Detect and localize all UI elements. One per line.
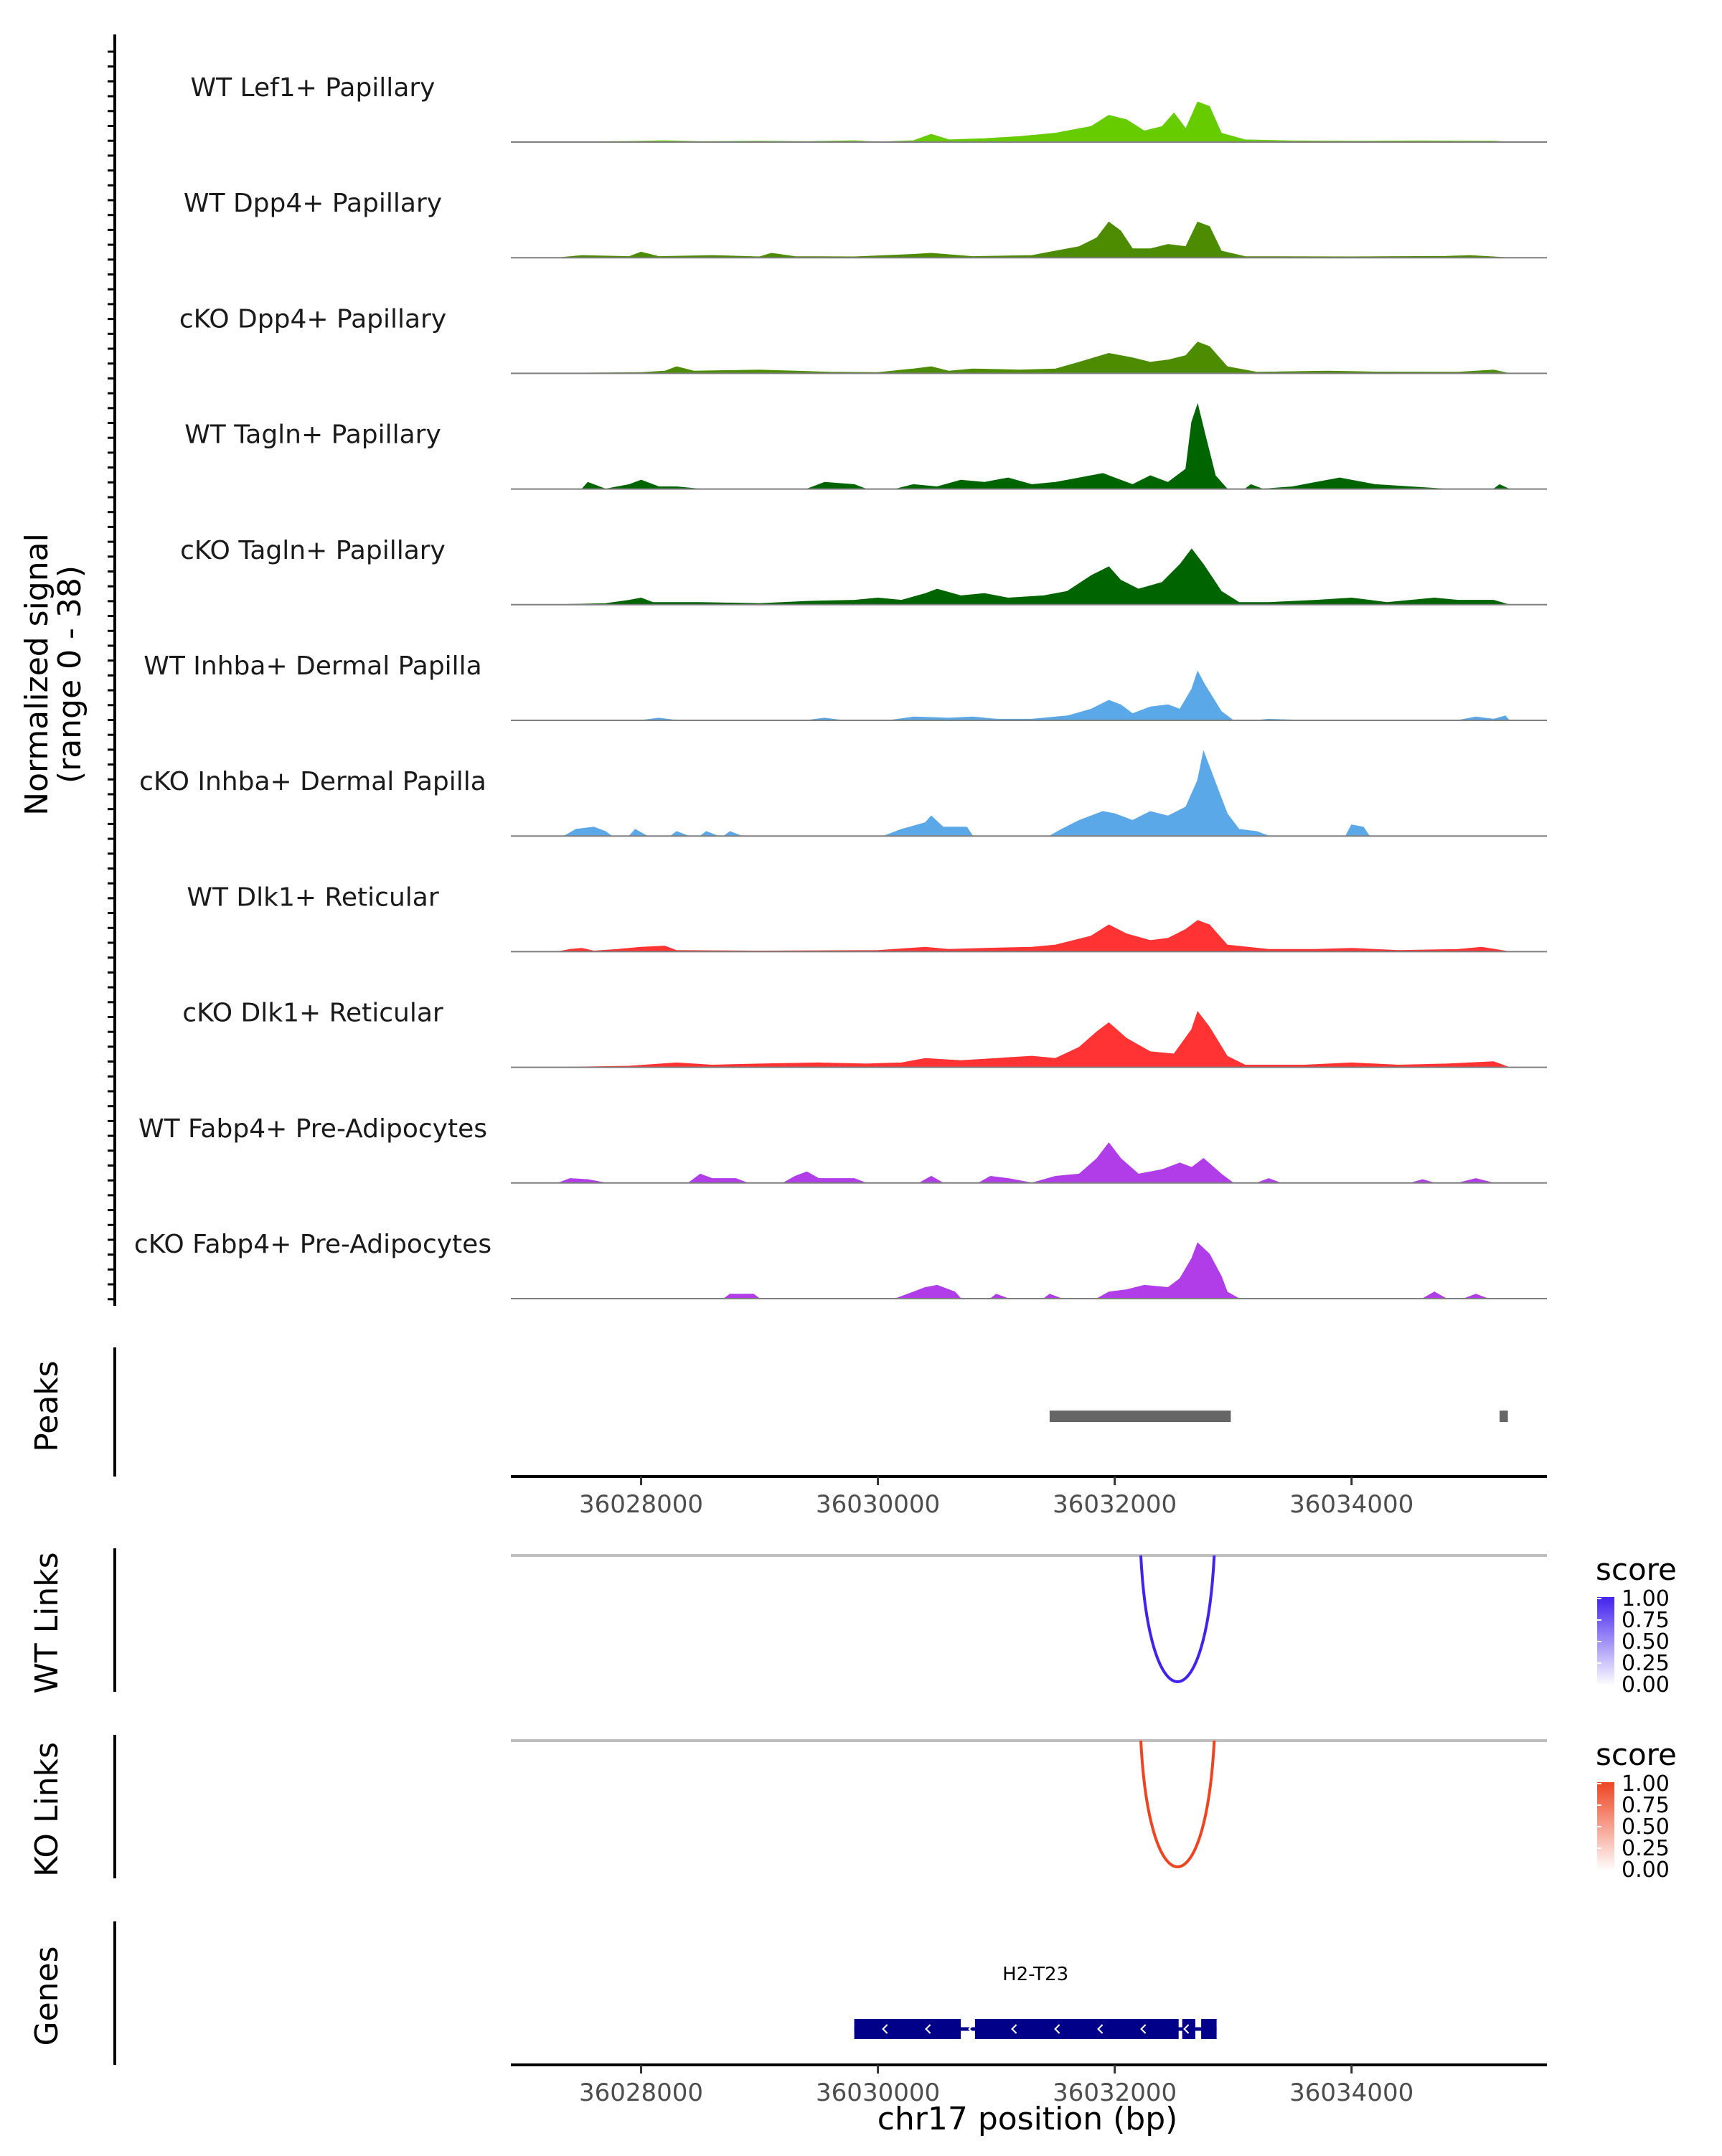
ko-score-legend: score 1.000.750.500.250.00 (1596, 1737, 1677, 1883)
x-axis-title: chr17 position (bp) (878, 2101, 1178, 2137)
strand-arrow (1183, 2024, 1190, 2034)
track-area (558, 403, 1510, 490)
ko-links-title-group: KO Links (29, 1742, 65, 1877)
genes-panel-title: Genes (29, 1946, 65, 2046)
track-area (557, 1010, 1510, 1068)
gene-exon (1201, 2019, 1217, 2039)
track-area (558, 750, 1510, 837)
gene-models: H2-T23 (854, 1964, 1217, 2039)
track-label: WT Dlk1+ Reticular (187, 882, 438, 912)
strand-arrow (1140, 2024, 1147, 2034)
coverage-track: WT Lef1+ Papillary (191, 73, 1547, 143)
x-axis-ticks-top: 36028000 36030000 36032000 36034000 (579, 1477, 1413, 1519)
coverage-track: cKO Fabp4+ Pre-Adipocytes (134, 1230, 1547, 1299)
peaks-intervals (1049, 1411, 1508, 1422)
legend-tick-label: 0.75 (1622, 1608, 1670, 1633)
track-label: cKO Dpp4+ Papillary (179, 304, 446, 334)
y-axis-subtitle: (range 0 - 38) (52, 565, 88, 783)
x-tick-label: 36028000 (579, 1490, 703, 1519)
track-area (557, 101, 1510, 143)
legend-tick-label: 0.50 (1622, 1629, 1670, 1654)
wt-links-title-group: WT Links (29, 1552, 65, 1693)
genes-title-group: Genes (29, 1946, 65, 2046)
ko-legend-title: score (1596, 1737, 1677, 1772)
peak-interval (1500, 1411, 1508, 1422)
track-area (557, 920, 1510, 952)
track-label: WT Lef1+ Papillary (191, 73, 436, 103)
peaks-panel-title: Peaks (29, 1360, 65, 1451)
track-label: WT Inhba+ Dermal Papilla (144, 651, 481, 681)
strand-arrow (925, 2024, 931, 2034)
strand-arrow (882, 2024, 888, 2034)
coverage-tracks: WT Lef1+ Papillary WT Dpp4+ Papillary cKO … (134, 73, 1547, 1299)
track-label: WT Fabp4+ Pre-Adipocytes (138, 1114, 487, 1144)
strand-arrow (1097, 2024, 1104, 2034)
track-label: cKO Tagln+ Papillary (180, 536, 446, 565)
track-label: cKO Dlk1+ Reticular (182, 999, 443, 1028)
x-tick-label: 36028000 (579, 2079, 703, 2107)
legend-tick-label: 0.25 (1622, 1836, 1670, 1861)
x-tick-label: 36030000 (816, 1490, 940, 1519)
track-area (557, 342, 1510, 374)
x-axis-ticks-bottom: 36028000 36030000 36032000 36034000 (579, 2065, 1413, 2107)
track-area (557, 1142, 1510, 1184)
track-area (557, 221, 1510, 258)
track-label: WT Dpp4+ Papillary (184, 189, 442, 218)
coverage-track: WT Fabp4+ Pre-Adipocytes (138, 1114, 1547, 1184)
coverage-track: WT Dlk1+ Reticular (187, 882, 1547, 953)
coverage-y-axis-ticks (108, 50, 115, 1301)
legend-tick-label: 0.00 (1622, 1858, 1670, 1883)
legend-tick-label: 0.75 (1622, 1793, 1670, 1818)
legend-tick-label: 0.00 (1622, 1672, 1670, 1698)
x-tick-label: 36034000 (1289, 1490, 1413, 1519)
ko-legend-ticks: 1.000.750.500.250.00 (1597, 1771, 1670, 1883)
gene-exon (974, 2019, 1179, 2039)
x-tick-label: 36032000 (1053, 2079, 1177, 2107)
peak-interval (1049, 1411, 1231, 1422)
gene-exon (854, 2019, 961, 2039)
y-axis-title-group: Normalized signal (range 0 - 38) (19, 533, 88, 816)
gene-model: H2-T23 (854, 1964, 1217, 2039)
track-label: WT Tagln+ Papillary (184, 420, 441, 450)
gene-exon (1182, 2019, 1195, 2039)
coverage-track: cKO Inhba+ Dermal Papilla (139, 750, 1547, 837)
wt-legend-title: score (1596, 1552, 1677, 1587)
track-area (557, 548, 1510, 606)
wt-legend-ticks: 1.000.750.500.250.00 (1597, 1586, 1670, 1698)
strand-arrow (1054, 2024, 1060, 2034)
ko-link-arc (1139, 1740, 1216, 1868)
track-area (558, 670, 1510, 721)
legend-tick-label: 0.25 (1622, 1651, 1670, 1676)
x-tick-label: 36032000 (1053, 1490, 1177, 1519)
legend-tick-label: 1.00 (1622, 1771, 1670, 1797)
wt-links-panel-title: WT Links (29, 1552, 65, 1693)
wt-score-legend: score 1.000.750.500.250.00 (1596, 1552, 1677, 1698)
legend-tick-label: 0.50 (1622, 1814, 1670, 1840)
x-tick-label: 36030000 (816, 2079, 940, 2107)
coverage-track: WT Inhba+ Dermal Papilla (144, 651, 1547, 721)
coverage-track: cKO Tagln+ Papillary (180, 536, 1547, 606)
gene-label: H2-T23 (1002, 1964, 1068, 1985)
y-axis-title: Normalized signal (19, 533, 55, 816)
track-label: cKO Inhba+ Dermal Papilla (139, 767, 486, 796)
coverage-track: WT Dpp4+ Papillary (184, 189, 1547, 259)
wt-link-arc (1139, 1555, 1216, 1683)
coverage-track: cKO Dlk1+ Reticular (182, 999, 1547, 1068)
coverage-track: WT Tagln+ Papillary (184, 403, 1547, 490)
legend-tick-label: 1.00 (1622, 1586, 1670, 1611)
track-label: cKO Fabp4+ Pre-Adipocytes (134, 1230, 491, 1259)
coverage-track: cKO Dpp4+ Papillary (179, 304, 1547, 375)
strand-arrow (968, 2024, 974, 2034)
track-area (558, 1242, 1510, 1299)
peaks-title-group: Peaks (29, 1360, 65, 1451)
strand-arrow (1011, 2024, 1017, 2034)
ko-links-panel-title: KO Links (29, 1742, 65, 1877)
x-tick-label: 36034000 (1289, 2079, 1413, 2107)
